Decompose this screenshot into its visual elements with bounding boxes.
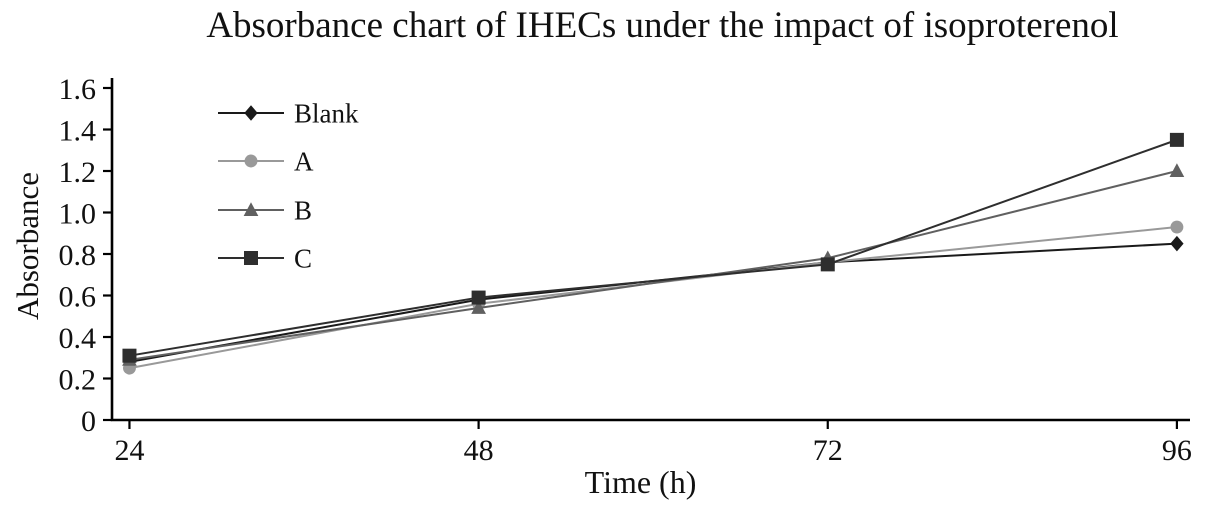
series-c-marker bbox=[122, 348, 137, 363]
legend-blank-marker-icon bbox=[244, 105, 258, 121]
series-c-marker bbox=[471, 290, 486, 305]
series-blank-marker bbox=[1170, 235, 1184, 252]
series-b-line bbox=[129, 170, 1178, 361]
legend-b-label: B bbox=[294, 196, 312, 226]
x-tick-label: 96 bbox=[1162, 434, 1192, 467]
series-a-marker bbox=[1170, 220, 1184, 234]
x-axis-label: Time (h) bbox=[584, 464, 697, 500]
legend-b-marker-icon bbox=[243, 202, 259, 216]
series-blank-line bbox=[129, 242, 1177, 363]
series-c-line bbox=[129, 138, 1178, 357]
y-tick-label: 0.6 bbox=[59, 280, 97, 313]
axes bbox=[110, 78, 1190, 422]
y-tick-label: 1.2 bbox=[59, 156, 97, 189]
y-tick-label: 0.2 bbox=[59, 363, 97, 396]
series-b-marker bbox=[471, 300, 486, 314]
y-tick-label: 0 bbox=[81, 405, 96, 438]
series-c-marker bbox=[1169, 132, 1184, 147]
legend-a-label: A bbox=[294, 147, 314, 177]
y-tick-label: 0.4 bbox=[59, 322, 97, 355]
series-b-marker bbox=[1169, 163, 1185, 177]
legend-c-marker-icon bbox=[244, 251, 258, 265]
x-tick-label: 48 bbox=[464, 434, 494, 467]
legend-c-label: C bbox=[294, 244, 312, 274]
x-tick-label: 72 bbox=[813, 434, 843, 467]
series-a-line bbox=[129, 226, 1178, 370]
chart-title: Absorbance chart of IHECs under the impa… bbox=[206, 5, 1119, 46]
legend-blank-label: Blank bbox=[294, 99, 359, 129]
y-tick-label: 1.0 bbox=[59, 197, 97, 230]
x-tick-label: 24 bbox=[114, 434, 144, 467]
legend-a-marker-icon bbox=[244, 154, 258, 168]
y-tick-label: 0.8 bbox=[59, 239, 97, 272]
y-tick-label: 1.6 bbox=[59, 73, 97, 106]
y-tick-label: 1.4 bbox=[59, 114, 97, 147]
series-c-marker bbox=[820, 257, 835, 272]
